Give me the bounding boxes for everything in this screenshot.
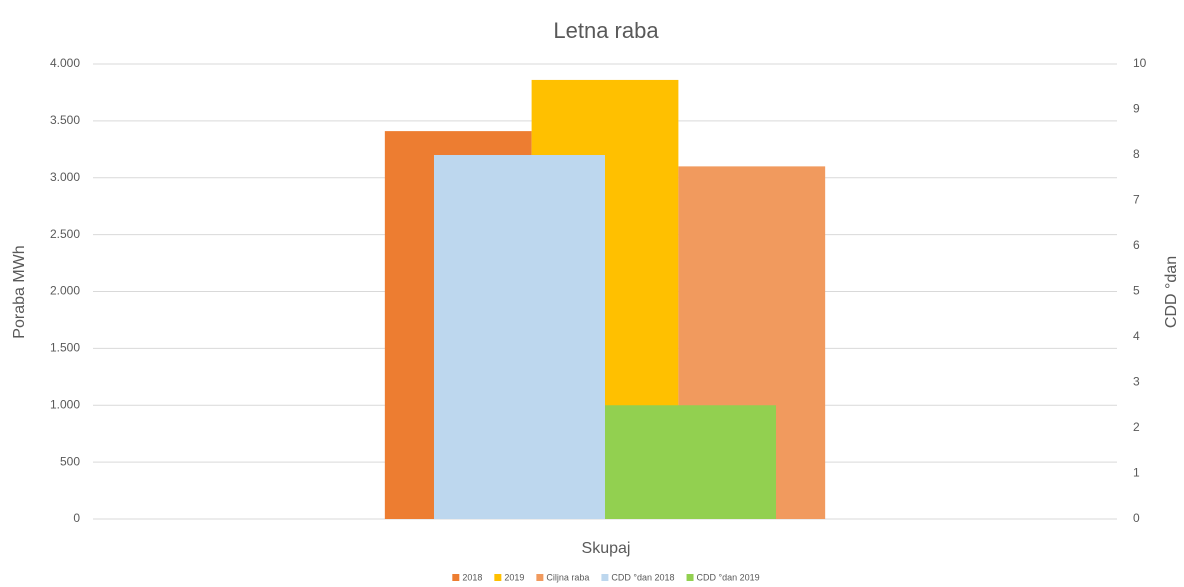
y-tick-label: 2.500 xyxy=(50,227,80,241)
y-tick-label: 1.000 xyxy=(50,397,80,411)
legend-label: CDD °dan 2019 xyxy=(697,572,760,582)
y2-tick-label: 5 xyxy=(1133,284,1140,298)
legend-swatch xyxy=(686,574,694,581)
y-tick-label: 2.000 xyxy=(50,284,80,298)
y2-tick-label: 8 xyxy=(1133,147,1140,161)
y-tick-label: 1.500 xyxy=(50,341,80,355)
legend-label: 2019 xyxy=(504,572,524,582)
legend-swatch xyxy=(452,574,460,581)
y2-tick-label: 2 xyxy=(1133,420,1140,434)
y2-tick-label: 10 xyxy=(1133,56,1147,70)
bar xyxy=(433,155,605,519)
y2-tick-label: 7 xyxy=(1133,193,1140,207)
y2-tick-label: 9 xyxy=(1133,102,1140,116)
y2-axis-title: CDD °dan xyxy=(1163,256,1180,328)
legend-swatch xyxy=(494,574,502,581)
y-axis-title: Poraba MWh xyxy=(11,245,28,338)
legend-label: CDD °dan 2018 xyxy=(611,572,674,582)
legend-swatch xyxy=(601,574,609,581)
y2-tick-label: 6 xyxy=(1133,238,1140,252)
y2-tick-label: 1 xyxy=(1133,466,1140,480)
y-tick-label: 0 xyxy=(73,511,80,525)
y2-tick-label: 0 xyxy=(1133,511,1140,525)
legend-label: 2018 xyxy=(462,572,482,582)
y2-tick-label: 3 xyxy=(1133,375,1140,389)
y-tick-label: 3.500 xyxy=(50,113,80,127)
bar xyxy=(605,405,777,519)
chart-title: Letna raba xyxy=(553,18,659,43)
y-tick-label: 500 xyxy=(60,454,80,468)
legend-label: Ciljna raba xyxy=(546,572,589,582)
legend-swatch xyxy=(536,574,544,581)
y2-tick-label: 4 xyxy=(1133,329,1140,343)
x-tick-label: Skupaj xyxy=(582,540,631,557)
y-tick-label: 4.000 xyxy=(50,56,80,70)
y-tick-label: 3.000 xyxy=(50,170,80,184)
